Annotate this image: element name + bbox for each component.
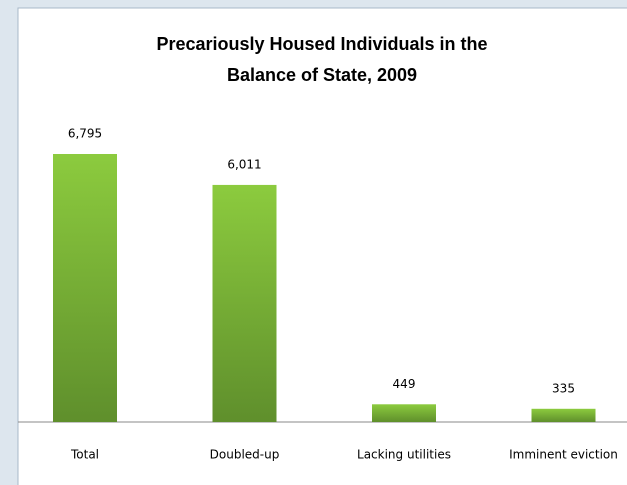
data-label: 335: [552, 381, 575, 395]
bar: [372, 404, 436, 422]
data-label: 6,011: [227, 157, 261, 171]
x-tick-label: Doubled-up: [210, 448, 280, 462]
chart-title: Precariously Housed Individuals in the: [156, 34, 487, 54]
x-tick-label: Imminent eviction: [509, 448, 618, 462]
x-tick-label: Total: [70, 448, 99, 462]
bar: [53, 154, 117, 422]
bar: [531, 408, 596, 422]
x-tick-label: Lacking utilities: [357, 448, 451, 462]
chart-area: [17, 7, 627, 485]
chart-title: Balance of State, 2009: [227, 65, 417, 85]
data-label: 449: [393, 377, 416, 391]
bar: [212, 184, 277, 422]
data-label: 6,795: [68, 127, 102, 141]
